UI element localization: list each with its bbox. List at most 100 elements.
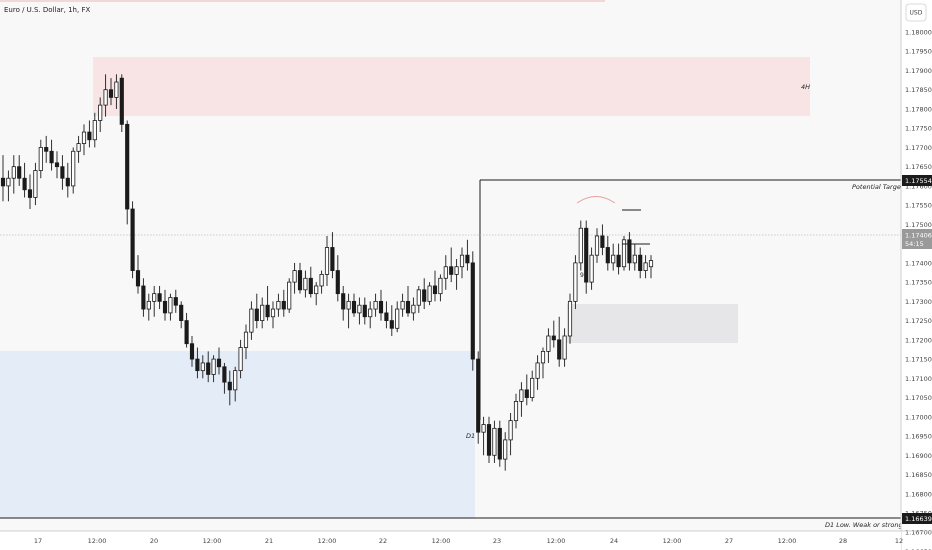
candle [270, 301, 276, 329]
candle [157, 285, 162, 310]
candle-body [584, 227, 589, 283]
d1-label: D1 [466, 432, 475, 440]
candle [513, 393, 519, 429]
candle-body [206, 362, 211, 375]
candle-body [378, 300, 384, 314]
candle [65, 162, 70, 198]
candle [492, 420, 497, 463]
price-axis-panel[interactable] [901, 0, 932, 550]
candle [184, 312, 189, 348]
zone-4h[interactable] [93, 57, 810, 116]
candle-body [422, 289, 427, 302]
time-tick-label: 12:00 [88, 537, 107, 545]
candle [254, 293, 259, 329]
candle [594, 228, 600, 263]
candle-body [233, 370, 238, 391]
currency-label: USD [910, 10, 923, 17]
candle [249, 301, 254, 340]
currency-box[interactable] [905, 3, 927, 22]
time-tick-label: 17 [34, 537, 42, 545]
candle-body [611, 254, 616, 264]
candle-body [449, 266, 454, 275]
candle [400, 293, 405, 317]
low-badge-bg [902, 513, 932, 524]
candle-body [157, 293, 162, 302]
candle [600, 224, 605, 256]
candle-body [346, 300, 351, 310]
time-tick-label: 12:00 [547, 537, 566, 545]
candle-body [216, 358, 222, 368]
candle [324, 235, 330, 286]
price-tick-label: 1.17700 [905, 144, 932, 152]
candle [49, 139, 54, 171]
candle [459, 247, 465, 279]
price-tick-label: 1.17900 [905, 67, 932, 75]
candle [38, 139, 43, 179]
candle-body [540, 350, 546, 364]
price-tick-label: 1.17050 [905, 394, 932, 402]
candle [22, 162, 27, 198]
candle [519, 382, 524, 417]
candle-body [249, 308, 254, 333]
candle [243, 324, 249, 360]
candle-body [508, 420, 513, 441]
candle-body [65, 177, 70, 187]
candle [643, 255, 648, 279]
candle-body [335, 270, 340, 295]
time-axis-panel[interactable] [0, 531, 901, 550]
candle [427, 282, 432, 306]
candle-body [22, 177, 27, 191]
candle [611, 243, 616, 271]
candle-body [389, 320, 394, 329]
candle-body [243, 331, 249, 348]
candle-body [384, 312, 389, 321]
price-tick-label: 1.17000 [905, 413, 932, 421]
candle [454, 259, 459, 290]
time-tick-label: 22 [379, 537, 387, 545]
candle-body [135, 270, 141, 287]
zone-gray[interactable] [567, 304, 738, 343]
price-tick-label: 1.17600 [905, 182, 932, 190]
candle-body [54, 162, 60, 168]
zone-d1[interactable] [0, 351, 475, 518]
candle-body [281, 300, 286, 310]
candle-body [400, 300, 405, 310]
candle [621, 235, 627, 271]
candle [524, 374, 529, 406]
candle [546, 328, 551, 363]
candle [503, 432, 508, 471]
time-tick-labels: 17 12:00 20 12:00 21 12:00 22 12:00 23 12:00 24 12:… [34, 537, 903, 545]
candle-body [459, 254, 465, 268]
candle [81, 124, 87, 156]
candle [449, 247, 454, 283]
candle [222, 362, 227, 394]
candle-body [432, 285, 438, 295]
candle [98, 97, 103, 133]
price-tick-label: 1.17300 [905, 298, 932, 306]
candle [233, 366, 238, 402]
price-tick-label: 1.16700 [905, 529, 932, 537]
candle [362, 297, 367, 325]
candle [432, 270, 438, 302]
candle-body [287, 281, 292, 310]
candle [33, 162, 38, 206]
candle-body [454, 266, 459, 275]
candle [27, 174, 33, 210]
candle-body [621, 239, 627, 268]
candle-body [60, 166, 65, 179]
candle-body [476, 358, 481, 433]
candle-body [92, 120, 97, 141]
candle-body [357, 304, 362, 314]
candle [92, 112, 97, 148]
candle [308, 266, 313, 298]
current-badge-bg [902, 229, 932, 249]
candle-body [605, 247, 610, 264]
candle [216, 347, 222, 375]
price-tick-label: 1.17800 [905, 105, 932, 113]
candle-body [443, 266, 448, 279]
candle [303, 270, 308, 298]
candle-body [103, 89, 108, 106]
candle-body [503, 439, 508, 460]
candle [562, 328, 567, 367]
